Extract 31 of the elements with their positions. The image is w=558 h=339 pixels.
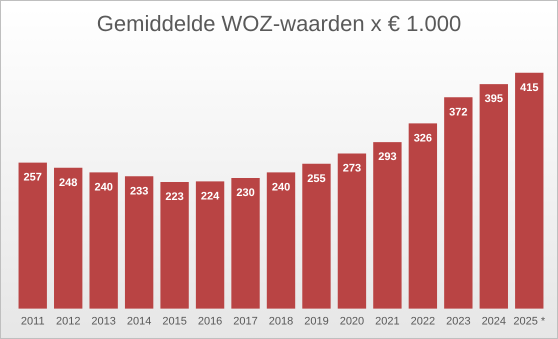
x-tick-label: 2012 [56,315,80,328]
x-tick-label: 2021 [375,315,400,328]
data-label: 240 [272,181,290,194]
data-label: 240 [94,181,113,194]
x-tick-label: 2011 [20,315,45,328]
data-label: 224 [200,190,220,202]
x-tick-label: 2020 [340,315,364,328]
data-label: 257 [24,172,42,184]
x-tick-label: 2018 [268,315,294,328]
x-tick-label: 2013 [91,315,116,328]
data-label: 293 [378,151,397,164]
data-label: 248 [59,176,78,189]
data-label: 230 [236,187,255,200]
x-tick-label: 2023 [446,315,471,328]
x-tick-label: 2017 [233,315,258,328]
x-tick-label: 2022 [410,315,436,328]
chart-title: Gemiddelde WOZ-waarden x € 1.000 [96,11,462,37]
x-tick-label: 2014 [126,315,152,328]
data-label: 223 [165,191,184,204]
x-tick-label: 2024 [482,315,506,328]
data-label: 395 [484,93,503,106]
x-tick-label: 2015 [162,315,187,328]
data-label: 273 [342,162,362,175]
data-label: 233 [130,185,148,198]
data-label: 326 [414,132,432,144]
data-label: 372 [449,106,468,118]
data-label: 415 [520,82,538,94]
x-tick-label: 2025 * [513,315,546,328]
x-tick-label: 2016 [198,315,222,328]
x-tick-label: 2019 [304,315,329,328]
data-label: 255 [307,172,326,185]
